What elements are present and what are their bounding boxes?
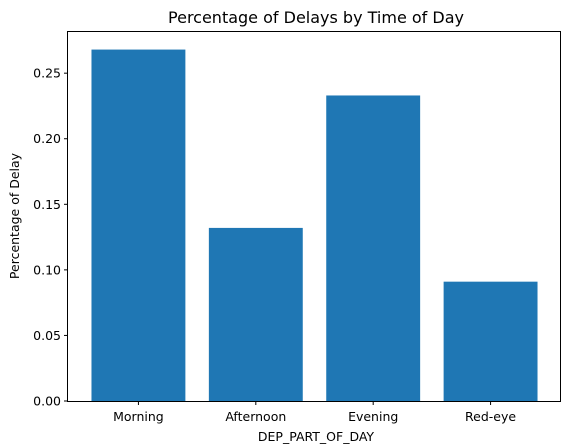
x-tick-label: Afternoon — [225, 409, 286, 424]
y-axis-label: Percentage of Delay — [7, 152, 22, 279]
y-tick-label: 0.15 — [33, 197, 61, 212]
y-axis: 0.00 0.05 0.10 0.15 0.20 0.25 — [33, 66, 68, 409]
y-tick-label: 0.25 — [33, 66, 61, 81]
y-tick-label: 0.05 — [33, 328, 61, 343]
plot-frame — [67, 31, 561, 402]
bar-red-eye — [443, 281, 538, 401]
bar-afternoon — [208, 227, 303, 401]
chart-title: Percentage of Delays by Time of Day — [168, 8, 464, 27]
y-tick-label: 0.00 — [33, 394, 61, 409]
x-tick-label: Morning — [113, 409, 164, 424]
y-tick-label: 0.10 — [33, 262, 61, 277]
x-tick-label: Evening — [348, 409, 398, 424]
x-tick-label: Red-eye — [465, 409, 516, 424]
x-axis: Morning Afternoon Evening Red-eye — [113, 401, 516, 424]
y-tick-label: 0.20 — [33, 131, 61, 146]
bar-morning — [91, 49, 186, 401]
bar-evening — [326, 95, 421, 401]
x-axis-label: DEP_PART_OF_DAY — [258, 429, 375, 444]
bars-group — [91, 49, 538, 401]
